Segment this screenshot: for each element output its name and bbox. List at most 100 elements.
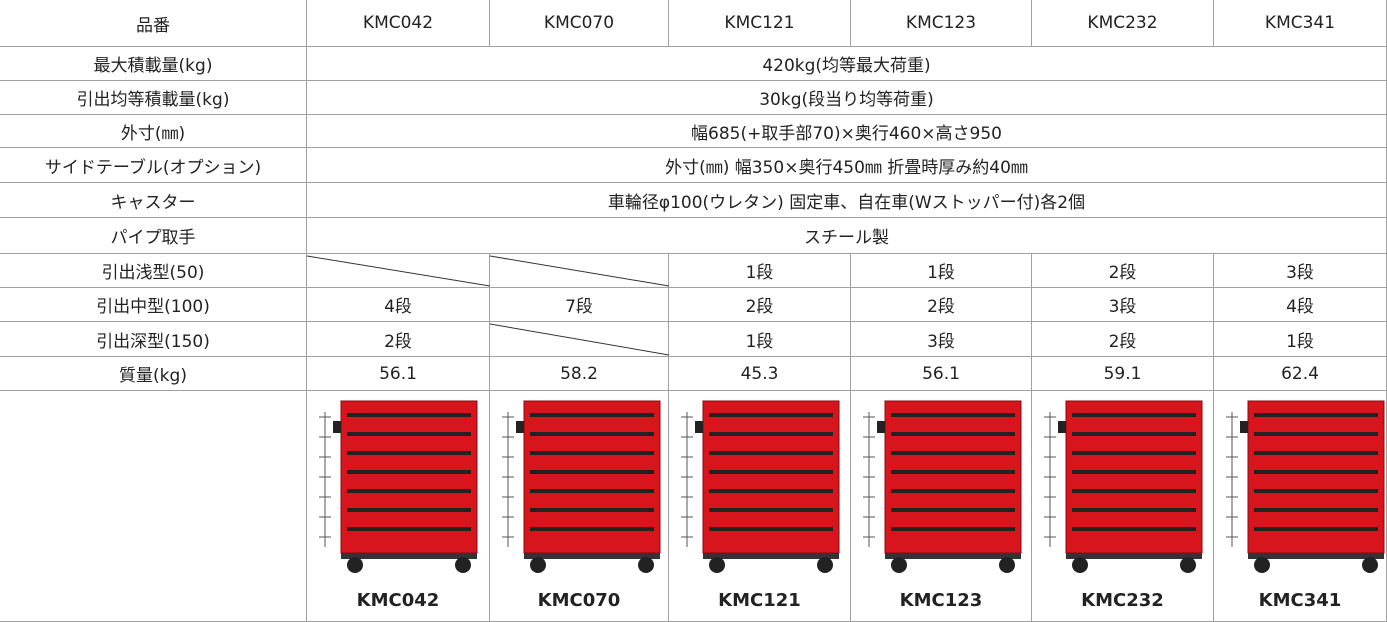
- image-cell: KMC070: [490, 391, 669, 622]
- header-cell: KMC070: [490, 0, 669, 47]
- value-cell: 2段: [307, 322, 490, 357]
- slashed-cell: [307, 254, 490, 288]
- drawer-pull: [530, 470, 654, 474]
- drawer-pull: [530, 508, 654, 512]
- value-cell: 56.1: [851, 357, 1032, 391]
- image-cell: KMC341: [1214, 391, 1387, 622]
- image-caption: KMC121: [718, 590, 801, 611]
- row-label: 外寸(㎜): [0, 115, 307, 148]
- image-cell: KMC042: [307, 391, 490, 622]
- value-cell: 1段: [669, 322, 851, 357]
- value-cell: 62.4: [1214, 357, 1387, 391]
- header-label: 品番: [0, 0, 307, 47]
- row-label: 引出浅型(50): [0, 254, 307, 288]
- cabinet-base: [341, 553, 477, 559]
- value-cell: 2段: [1032, 254, 1214, 288]
- image-caption: KMC123: [899, 590, 983, 611]
- row-label: サイドテーブル(オプション): [0, 148, 307, 183]
- image-cell: KMC123: [851, 391, 1032, 622]
- value-cell: 4段: [1214, 288, 1387, 322]
- wheel: [817, 557, 833, 573]
- drawer-pull: [1254, 470, 1378, 474]
- cabinet-image: [863, 400, 1022, 573]
- drawer-pull: [347, 451, 471, 455]
- slash: [490, 255, 669, 287]
- header-cell: KMC121: [669, 0, 851, 47]
- image-cell: KMC232: [1032, 391, 1214, 622]
- cabinet-base: [1248, 553, 1384, 559]
- wheel: [1362, 557, 1378, 573]
- blank-cell: [0, 391, 307, 622]
- wheel: [455, 557, 471, 573]
- row-label: 引出中型(100): [0, 288, 307, 322]
- drawer-pull: [709, 527, 833, 531]
- drawer-pull: [891, 470, 1015, 474]
- wheel: [891, 557, 907, 573]
- drawer-pull: [347, 489, 471, 493]
- drawer-pull: [1254, 451, 1378, 455]
- value-cell: 3段: [851, 322, 1032, 357]
- drawer-pull: [1254, 413, 1378, 417]
- row-label: 質量(kg): [0, 357, 307, 391]
- slash: [490, 323, 669, 356]
- drawer-pull: [1072, 413, 1196, 417]
- value-cell: 1段: [669, 254, 851, 288]
- row-label: パイプ取手: [0, 218, 307, 254]
- image-caption: KMC232: [1081, 590, 1164, 611]
- drawer-pull: [1254, 527, 1378, 531]
- value-cell: 58.2: [490, 357, 669, 391]
- value-cell: 3段: [1214, 254, 1387, 288]
- value-cell: 7段: [490, 288, 669, 322]
- merged-cell: 幅685(+取手部70)×奥行460×高さ950: [307, 115, 1387, 148]
- drawer-pull: [347, 508, 471, 512]
- handle: [516, 421, 524, 433]
- value-cell: 2段: [1032, 322, 1214, 357]
- wheel: [347, 557, 363, 573]
- value-cell: 59.1: [1032, 357, 1214, 391]
- value-cell: 3段: [1032, 288, 1214, 322]
- merged-cell: スチール製: [307, 218, 1387, 254]
- value-cell: 56.1: [307, 357, 490, 391]
- row-label: 最大積載量(kg): [0, 47, 307, 81]
- value-cell: 4段: [307, 288, 490, 322]
- drawer-pull: [1072, 489, 1196, 493]
- drawer-pull: [530, 527, 654, 531]
- drawer-pull: [347, 527, 471, 531]
- slash-line: [490, 255, 669, 287]
- image-caption: KMC042: [356, 590, 440, 611]
- handle: [877, 421, 885, 433]
- wheel: [999, 557, 1015, 573]
- drawer-pull: [1254, 489, 1378, 493]
- wheel: [709, 557, 725, 573]
- cabinet-base: [885, 553, 1021, 559]
- drawer-pull: [891, 451, 1015, 455]
- drawer-pull: [709, 489, 833, 493]
- slashed-cell: [490, 254, 669, 288]
- value-cell: 45.3: [669, 357, 851, 391]
- header-cell: KMC042: [307, 0, 490, 47]
- header-cell: KMC232: [1032, 0, 1214, 47]
- drawer-pull: [709, 432, 833, 436]
- drawer-pull: [1072, 470, 1196, 474]
- cabinet-image: [502, 400, 661, 573]
- drawer-pull: [1072, 432, 1196, 436]
- drawer-pull: [530, 432, 654, 436]
- drawer-pull: [709, 451, 833, 455]
- drawer-pull: [709, 470, 833, 474]
- drawer-pull: [891, 432, 1015, 436]
- drawer-pull: [530, 451, 654, 455]
- wheel: [1254, 557, 1270, 573]
- handle: [695, 421, 703, 433]
- handle: [1058, 421, 1066, 433]
- image-caption: KMC341: [1258, 590, 1342, 611]
- drawer-pull: [1254, 432, 1378, 436]
- header-cell: KMC123: [851, 0, 1032, 47]
- wheel: [530, 557, 546, 573]
- drawer-pull: [1072, 527, 1196, 531]
- drawer-pull: [530, 413, 654, 417]
- slash-line: [490, 323, 669, 356]
- drawer-pull: [1072, 451, 1196, 455]
- drawer-pull: [530, 489, 654, 493]
- drawer-pull: [347, 432, 471, 436]
- drawer-pull: [347, 470, 471, 474]
